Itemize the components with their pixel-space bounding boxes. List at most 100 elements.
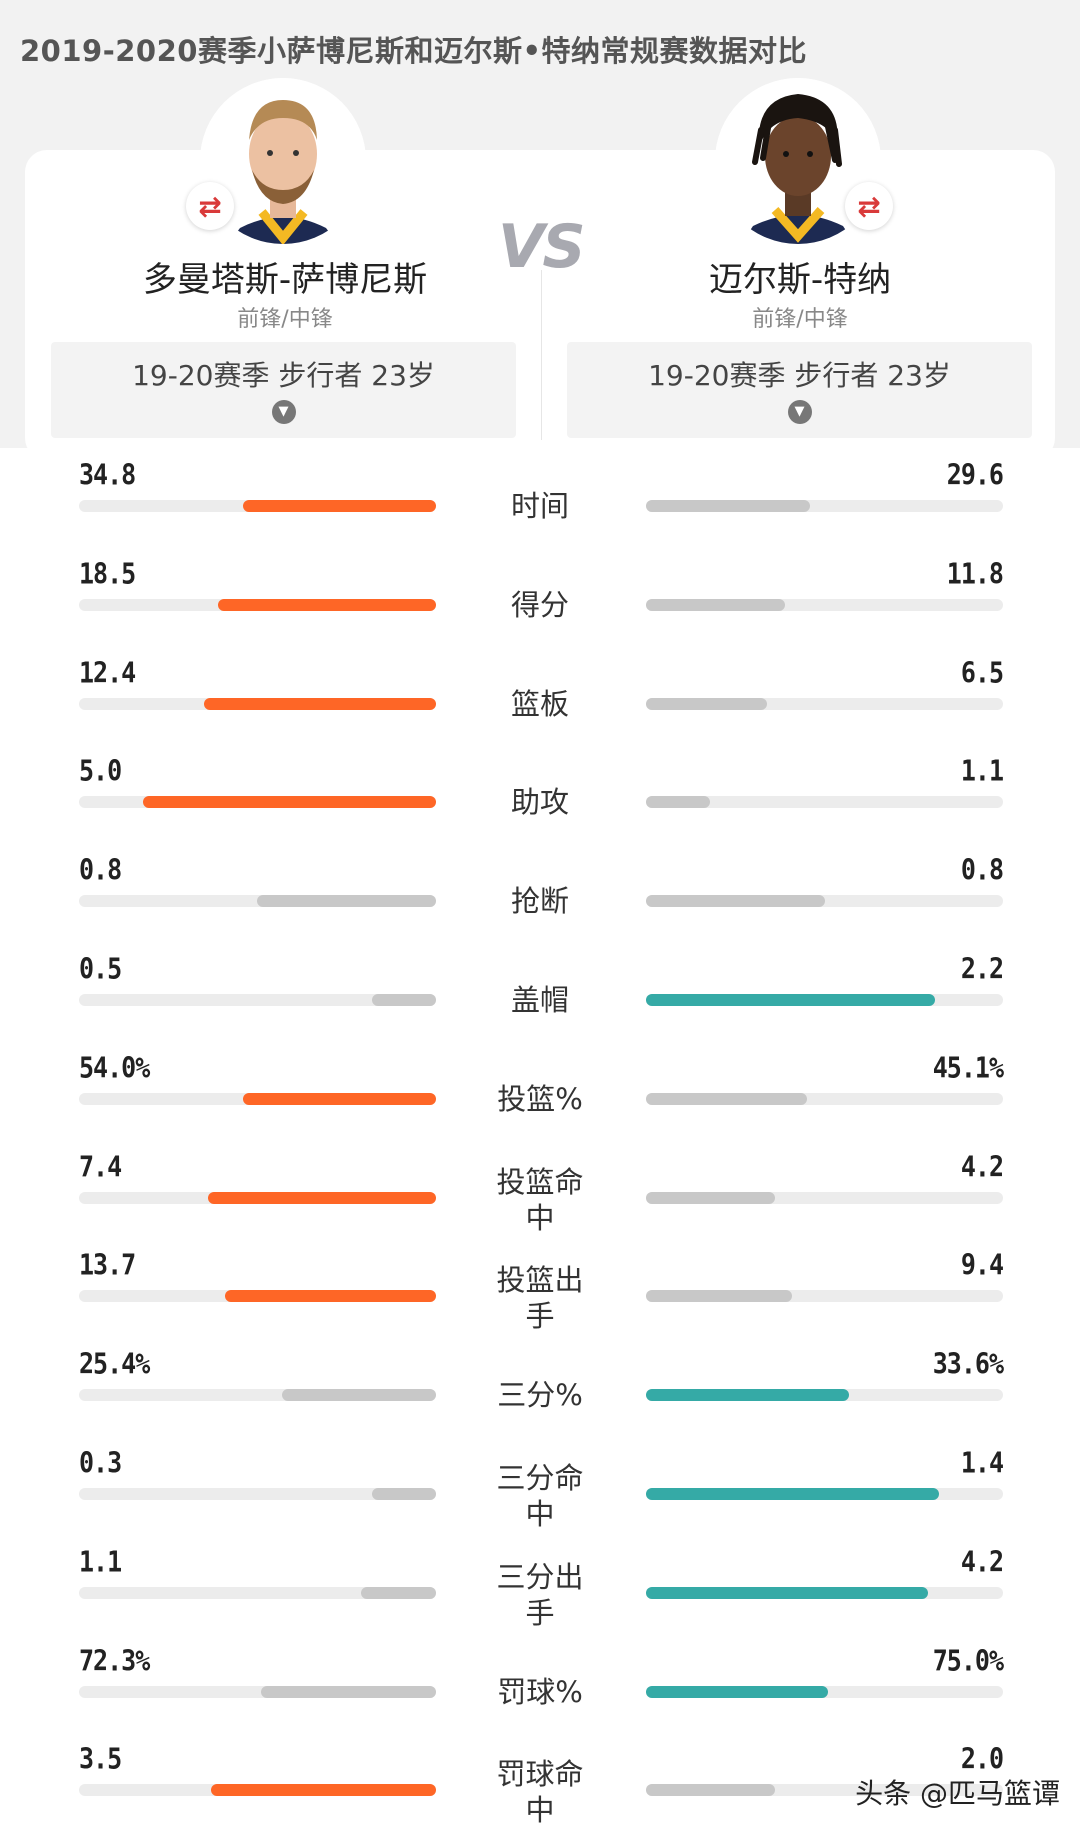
player-left-season-label: 19-20赛季 步行者 23岁 bbox=[132, 359, 435, 392]
stat-right-bar-track bbox=[646, 1587, 1003, 1599]
player-right-season-label: 19-20赛季 步行者 23岁 bbox=[648, 359, 951, 392]
stat-right-value: 11.8 bbox=[946, 557, 1004, 591]
stat-right-bar-fill bbox=[646, 599, 785, 611]
stat-left-bar-fill bbox=[361, 1587, 436, 1599]
stat-left-bar-track bbox=[79, 1093, 436, 1105]
stat-right-bar-track bbox=[646, 500, 1003, 512]
stats-panel bbox=[0, 448, 1080, 1834]
stat-left-value: 34.8 bbox=[79, 458, 136, 492]
swap-player-left-button[interactable]: ⇄ bbox=[186, 182, 234, 230]
stat-right-value: 6.5 bbox=[960, 656, 1004, 690]
vs-label: VS bbox=[498, 212, 586, 282]
stat-label: 罚球% bbox=[497, 1675, 583, 1709]
stat-right-bar-track bbox=[646, 895, 1003, 907]
stat-label: 三分出手 bbox=[496, 1560, 584, 1630]
stat-label: 抢断 bbox=[510, 884, 569, 918]
stat-right-bar-track bbox=[646, 796, 1003, 808]
stat-left-bar-fill bbox=[372, 1488, 436, 1500]
stat-label: 篮板 bbox=[510, 687, 569, 721]
stat-right-bar-fill bbox=[646, 1784, 775, 1796]
stat-right-value: 1.1 bbox=[960, 754, 1004, 788]
stat-right-bar-track bbox=[646, 599, 1003, 611]
stat-left-bar-track bbox=[79, 599, 436, 611]
stat-label: 投篮出手 bbox=[496, 1263, 584, 1333]
stat-right-value: 33.6% bbox=[932, 1347, 1004, 1381]
stat-right-bar-fill bbox=[646, 1290, 792, 1302]
stat-right-value: 2.0 bbox=[960, 1742, 1004, 1776]
stat-label: 盖帽 bbox=[510, 983, 569, 1017]
swap-player-right-button[interactable]: ⇄ bbox=[845, 182, 893, 230]
page-title: 2019-2020赛季小萨博尼斯和迈尔斯•特纳常规赛数据对比 bbox=[20, 34, 807, 68]
stat-left-bar-fill bbox=[208, 1192, 436, 1204]
stat-right-bar-fill bbox=[646, 500, 810, 512]
player-right-season-select[interactable]: 19-20赛季 步行者 23岁 ▼ bbox=[567, 342, 1032, 438]
stat-left-value: 18.5 bbox=[79, 557, 136, 591]
stat-right-bar-track bbox=[646, 1290, 1003, 1302]
stat-right-value: 2.2 bbox=[960, 952, 1004, 986]
swap-icon: ⇄ bbox=[857, 189, 881, 223]
stat-right-bar-fill bbox=[646, 1488, 939, 1500]
stat-right-value: 4.2 bbox=[960, 1150, 1004, 1184]
stat-left-value: 54.0% bbox=[79, 1051, 150, 1085]
stat-left-bar-track bbox=[79, 895, 436, 907]
stat-right-bar-track bbox=[646, 994, 1003, 1006]
stat-right-bar-track bbox=[646, 1488, 1003, 1500]
stat-label: 罚球命中 bbox=[496, 1757, 584, 1827]
stat-label: 投篮% bbox=[497, 1082, 583, 1116]
player-right-name: 迈尔斯-特纳 bbox=[708, 260, 892, 300]
stat-right-value: 1.4 bbox=[960, 1446, 1004, 1480]
stat-right-bar-fill bbox=[646, 796, 710, 808]
stat-left-bar-track bbox=[79, 1389, 436, 1401]
stat-left-value: 1.1 bbox=[79, 1545, 122, 1579]
stat-right-bar-fill bbox=[646, 895, 825, 907]
stat-right-value: 0.8 bbox=[960, 853, 1004, 887]
stat-left-bar-fill bbox=[211, 1784, 436, 1796]
stat-right-value: 4.2 bbox=[960, 1545, 1004, 1579]
stat-left-bar-track bbox=[79, 1784, 436, 1796]
player-left-position: 前锋/中锋 bbox=[237, 307, 333, 332]
stat-label: 得分 bbox=[510, 588, 569, 622]
watermark: 头条 @匹马篮谭 bbox=[855, 1777, 1060, 1810]
stat-left-value: 12.4 bbox=[79, 656, 136, 690]
stat-left-bar-track bbox=[79, 1587, 436, 1599]
stat-right-bar-track bbox=[646, 1093, 1003, 1105]
stat-left-bar-fill bbox=[243, 1093, 436, 1105]
stat-left-bar-fill bbox=[143, 796, 436, 808]
stat-left-bar-fill bbox=[261, 1686, 436, 1698]
stat-left-bar-track bbox=[79, 1192, 436, 1204]
stat-left-bar-track bbox=[79, 1290, 436, 1302]
center-divider bbox=[541, 270, 542, 440]
stat-right-bar-track bbox=[646, 698, 1003, 710]
stat-left-bar-fill bbox=[243, 500, 436, 512]
stat-right-bar-fill bbox=[646, 1192, 775, 1204]
stat-right-bar-fill bbox=[646, 1093, 807, 1105]
stat-left-bar-track bbox=[79, 796, 436, 808]
stat-left-bar-fill bbox=[204, 698, 436, 710]
stat-left-bar-track bbox=[79, 500, 436, 512]
stat-right-bar-track bbox=[646, 1192, 1003, 1204]
stat-right-bar-fill bbox=[646, 1587, 928, 1599]
stat-left-value: 3.5 bbox=[79, 1742, 122, 1776]
stat-label: 投篮命中 bbox=[496, 1165, 584, 1235]
player-left-season-select[interactable]: 19-20赛季 步行者 23岁 ▼ bbox=[51, 342, 516, 438]
stat-left-value: 7.4 bbox=[79, 1150, 122, 1184]
stat-left-bar-fill bbox=[218, 599, 436, 611]
player-right-avatar[interactable] bbox=[715, 78, 881, 244]
stat-right-bar-fill bbox=[646, 1686, 828, 1698]
stat-left-bar-fill bbox=[372, 994, 436, 1006]
stat-right-bar-track bbox=[646, 1389, 1003, 1401]
stat-right-value: 45.1% bbox=[932, 1051, 1004, 1085]
chevron-down-icon: ▼ bbox=[271, 400, 296, 424]
stat-left-value: 13.7 bbox=[79, 1248, 136, 1282]
stat-left-bar-fill bbox=[257, 895, 436, 907]
stat-right-bar-fill bbox=[646, 994, 935, 1006]
stat-right-bar-track bbox=[646, 1686, 1003, 1698]
stat-left-bar-track bbox=[79, 1686, 436, 1698]
stat-right-bar-track bbox=[646, 1784, 1003, 1796]
stat-label: 助攻 bbox=[510, 785, 569, 819]
stat-left-bar-fill bbox=[282, 1389, 436, 1401]
stat-label: 时间 bbox=[510, 489, 569, 523]
stat-left-value: 0.8 bbox=[79, 853, 122, 887]
stat-right-value: 29.6 bbox=[946, 458, 1004, 492]
stat-left-value: 25.4% bbox=[79, 1347, 150, 1381]
